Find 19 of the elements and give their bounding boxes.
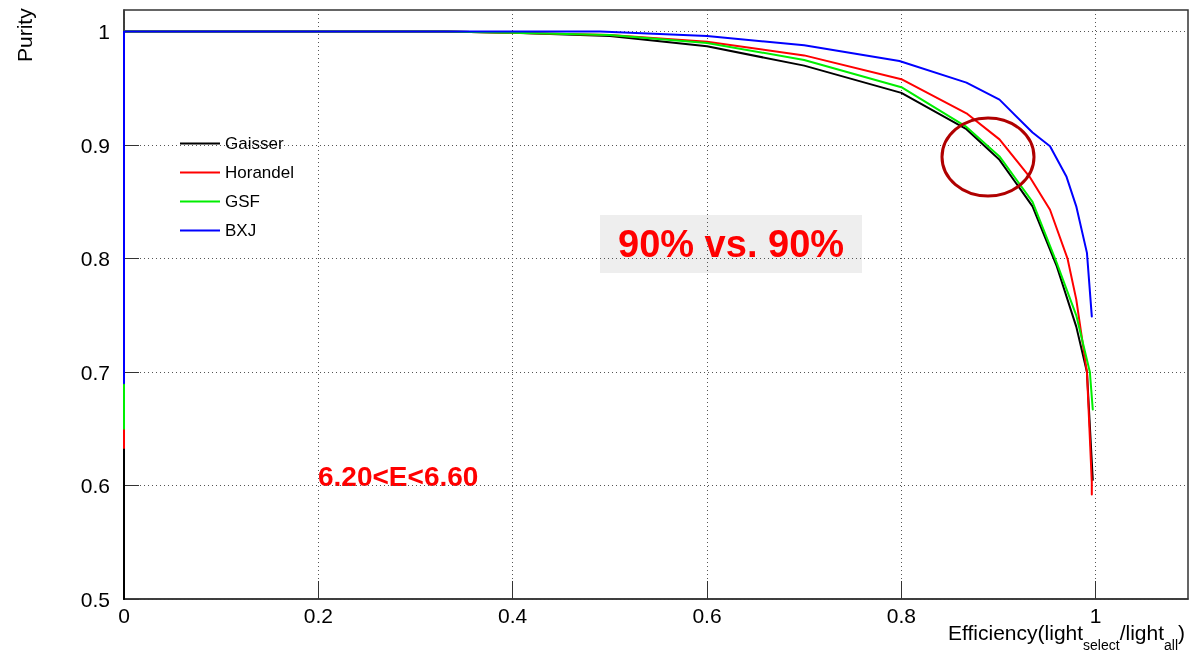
x-tick-label: 0.8 — [886, 604, 916, 627]
y-axis-title: Purity — [13, 7, 36, 62]
annotation: 6.20<E<6.60 — [318, 460, 479, 492]
legend-label: Gaisser — [225, 134, 284, 153]
x-tick-label: 0.4 — [498, 604, 528, 627]
y-tick-label: 0.6 — [80, 474, 110, 498]
y-tick-label: 0.9 — [80, 133, 110, 157]
legend-label: BXJ — [225, 221, 257, 240]
y-tick-label: 0.5 — [80, 587, 110, 611]
y-tick-label: 1 — [98, 20, 110, 44]
y-tick-label: 0.8 — [80, 247, 110, 271]
x-tick-label: 0.2 — [303, 604, 333, 627]
annotation: 90% vs. 90% — [618, 223, 845, 265]
legend-label: GSF — [225, 192, 260, 211]
x-tick-label: 1 — [1089, 604, 1102, 627]
y-tick-label: 0.7 — [80, 360, 110, 384]
legend-label: Horandel — [225, 163, 294, 182]
x-tick-label: 0 — [118, 604, 130, 627]
x-tick-label: 0.6 — [692, 604, 722, 627]
